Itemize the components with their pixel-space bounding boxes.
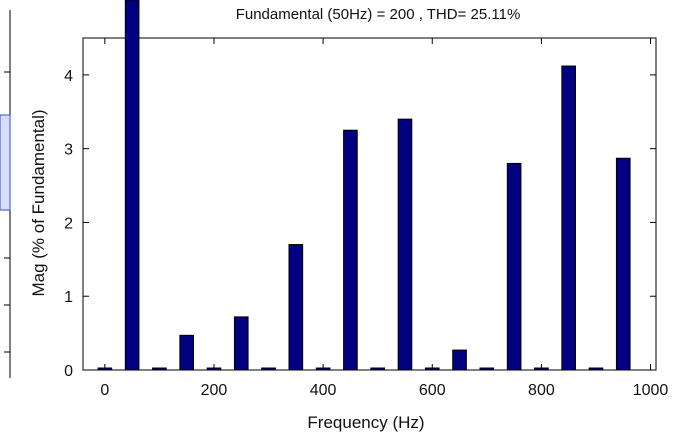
x-axis-label: Frequency (Hz) — [307, 413, 424, 432]
bar-500hz — [370, 367, 386, 371]
bar-300hz — [261, 367, 276, 371]
bar-550hz — [397, 118, 413, 371]
y-axis-label: Mag (% of Fundamental) — [29, 109, 48, 296]
x-tick-label: 800 — [528, 382, 555, 399]
x-tick-label: 1000 — [633, 382, 669, 399]
bar-750hz — [506, 162, 522, 371]
bar-50hz — [124, 0, 140, 371]
plot-border — [82, 37, 657, 371]
x-tick-label: 0 — [100, 382, 109, 399]
chart-title: Fundamental (50Hz) = 200 , THD= 25.11% — [236, 6, 521, 23]
x-tick-label: 200 — [201, 382, 228, 399]
bar-900hz — [588, 367, 604, 371]
adjacent-panel-fragment — [0, 10, 11, 378]
x-tick-label: 600 — [419, 382, 446, 399]
y-tick-label: 3 — [64, 142, 73, 159]
bars-layer — [97, 0, 631, 371]
x-tick-label: 400 — [310, 382, 337, 399]
y-tick-label: 1 — [64, 289, 73, 306]
x-axis-ticks: 0 200 400 600 800 1000 — [100, 38, 668, 399]
y-tick-label: 0 — [64, 363, 73, 380]
bar-100hz — [152, 367, 167, 371]
plot-frame — [82, 37, 657, 371]
bar-250hz — [233, 316, 249, 371]
bar-950hz — [615, 157, 631, 371]
bar-450hz — [343, 129, 358, 371]
y-tick-label: 4 — [64, 68, 73, 85]
bar-850hz — [561, 65, 577, 371]
bar-350hz — [288, 244, 304, 371]
y-axis-ticks: 0 1 2 3 4 — [64, 68, 656, 380]
bar-150hz — [179, 334, 195, 371]
bar-700hz — [479, 367, 495, 371]
y-tick-label: 2 — [64, 215, 73, 232]
bar-650hz — [452, 349, 467, 371]
